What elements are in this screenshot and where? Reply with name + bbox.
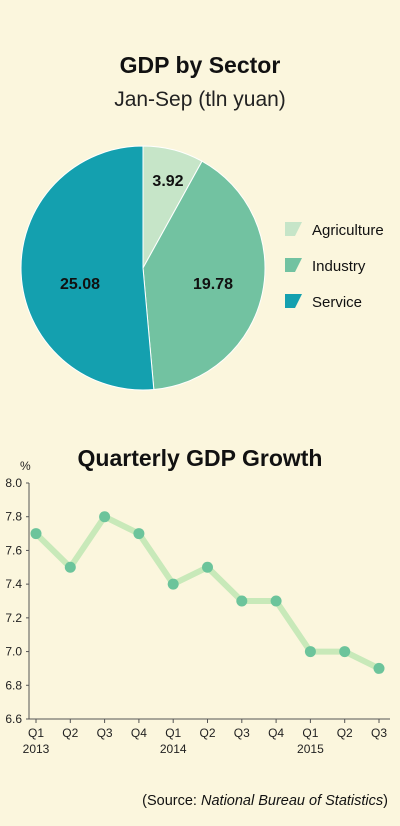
data-point bbox=[373, 662, 385, 674]
x-tick-label: Q4 bbox=[131, 726, 147, 740]
pie-chart-title: GDP by Sector bbox=[119, 52, 281, 78]
x-year-label: 2015 bbox=[297, 742, 324, 756]
y-tick-label: 6.6 bbox=[5, 712, 22, 726]
line-chart-title: Quarterly GDP Growth bbox=[77, 445, 323, 471]
y-tick-label: 7.0 bbox=[5, 645, 22, 659]
data-point bbox=[64, 561, 76, 573]
data-point bbox=[167, 578, 179, 590]
x-tick-label: Q2 bbox=[199, 726, 215, 740]
source-prefix: (Source: bbox=[142, 793, 201, 809]
y-tick-label: 7.2 bbox=[5, 611, 22, 625]
legend-swatch-industry bbox=[285, 258, 302, 272]
y-axis-unit: % bbox=[20, 459, 31, 473]
legend-label-service: Service bbox=[312, 294, 362, 311]
data-point bbox=[133, 528, 145, 540]
data-point bbox=[99, 511, 111, 523]
pie-slice-service bbox=[20, 145, 155, 391]
x-tick-label: Q1 bbox=[302, 726, 318, 740]
y-tick-label: 7.8 bbox=[5, 510, 22, 524]
x-tick-label: Q1 bbox=[165, 726, 181, 740]
legend-swatch-service bbox=[285, 294, 302, 308]
x-tick-label: Q3 bbox=[97, 726, 113, 740]
legend-label-industry: Industry bbox=[312, 258, 366, 275]
pie-chart: 3.92 19.78 25.08 Agriculture Industry Service bbox=[20, 145, 384, 391]
legend-label-agriculture: Agriculture bbox=[312, 222, 384, 239]
data-point bbox=[339, 646, 351, 658]
legend-swatch-agriculture bbox=[285, 222, 302, 236]
x-tick-label: Q2 bbox=[337, 726, 353, 740]
source-suffix: ) bbox=[383, 793, 388, 809]
data-point bbox=[270, 595, 282, 607]
series-line bbox=[33, 513, 382, 672]
data-point bbox=[30, 528, 42, 540]
x-tick-label: Q3 bbox=[234, 726, 250, 740]
x-tick-label: Q4 bbox=[268, 726, 284, 740]
x-tick-label: Q2 bbox=[62, 726, 78, 740]
x-year-label: 2014 bbox=[160, 742, 187, 756]
line-chart: % 8.0 7.8 7.6 7.4 7.2 7.0 6.8 6.6 Q1 Q2 Q3 Q4 Q1 Q2 Q3 Q… bbox=[5, 459, 390, 756]
x-tick-label: Q1 bbox=[28, 726, 44, 740]
source-name: National Bureau of Statistics bbox=[201, 793, 384, 809]
pie-data-label: 3.92 bbox=[152, 173, 183, 190]
source-note: (Source: National Bureau of Statistics) bbox=[142, 793, 388, 809]
pie-data-label: 19.78 bbox=[193, 276, 233, 293]
x-year-label: 2013 bbox=[23, 742, 50, 756]
y-tick-label: 7.6 bbox=[5, 543, 22, 557]
data-point bbox=[236, 595, 248, 607]
x-tick-label: Q3 bbox=[371, 726, 387, 740]
data-point bbox=[202, 561, 213, 573]
pie-chart-subtitle: Jan-Sep (tln yuan) bbox=[114, 88, 286, 111]
y-tick-label: 8.0 bbox=[5, 476, 22, 490]
data-point bbox=[304, 646, 316, 658]
pie-data-label: 25.08 bbox=[60, 276, 100, 293]
y-tick-label: 7.4 bbox=[5, 577, 22, 591]
pie-slice-industry bbox=[142, 160, 266, 391]
y-tick-label: 6.8 bbox=[5, 678, 22, 692]
